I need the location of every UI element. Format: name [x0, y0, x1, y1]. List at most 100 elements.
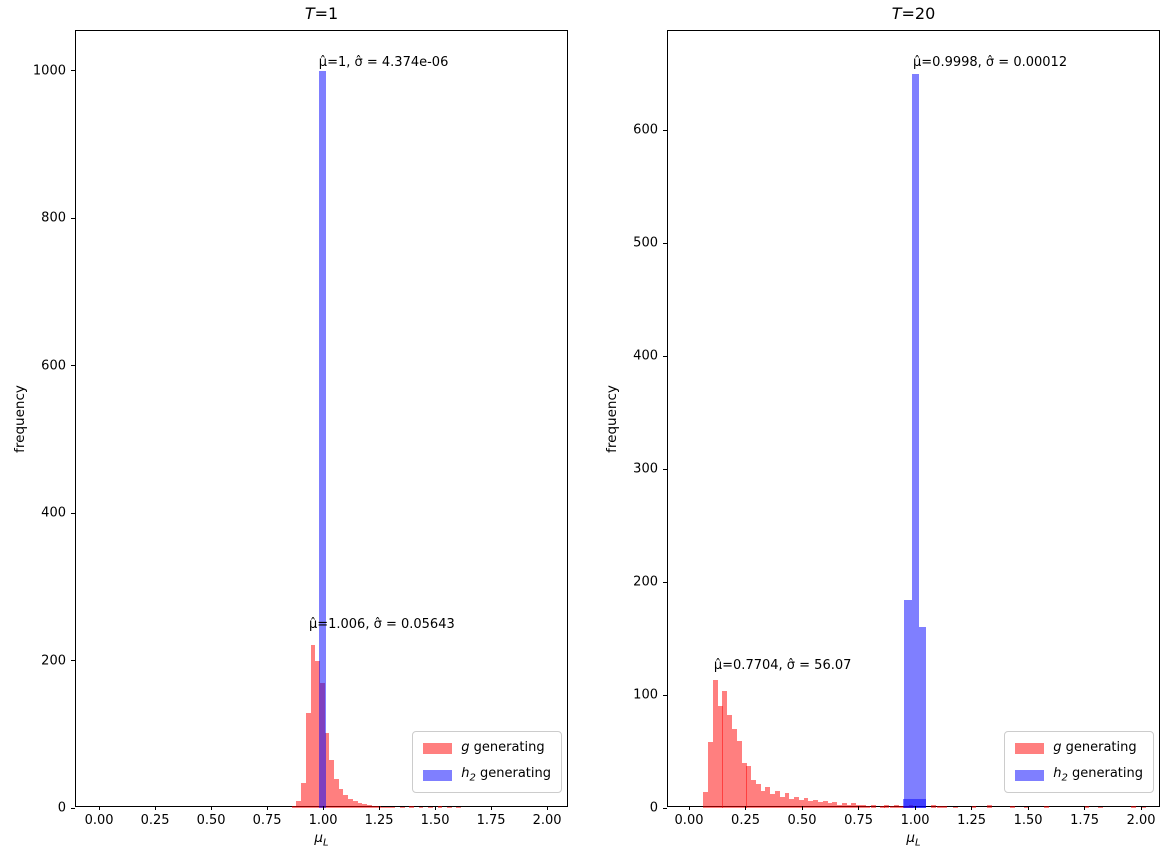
- hist-bar-g-generating: [399, 806, 405, 808]
- hist-bar-g-generating: [860, 804, 866, 808]
- x-tick-mark: [1084, 806, 1086, 810]
- x-tick-mark: [914, 806, 916, 810]
- ticks-layer: 0.00 0.25 0.50 0.75 1.00 1.25 1.50 1.75 2.00 0 200…: [33, 31, 567, 828]
- hist-bar-g-generating: [817, 802, 823, 808]
- hist-bar-h2-generating: [912, 73, 920, 808]
- hist-bar-g-generating: [765, 786, 771, 808]
- hist-bar-g-generating: [381, 806, 386, 808]
- hist-bar-g-generating: [894, 804, 900, 808]
- hist-bar-g-generating: [301, 782, 306, 808]
- x-axis-label: μL: [906, 830, 921, 849]
- y-tick-mark: [71, 660, 75, 662]
- ticks-layer: 0.00 0.25 0.50 0.75 1.00 1.25 1.50 1.75 2.00 0 100…: [633, 31, 1159, 828]
- legend-entry-h2: h2 generating: [423, 766, 551, 784]
- x-tick-label: 1.25: [364, 813, 394, 828]
- x-tick-mark: [154, 806, 156, 810]
- hist-bar-g-generating: [366, 805, 372, 808]
- hist-bar-g-generating: [846, 804, 852, 808]
- hist-bar-g-generating: [712, 680, 718, 808]
- y-axis-label: frequency: [604, 384, 620, 453]
- y-tick-mark: [663, 807, 667, 809]
- hist-bar-g-generating: [784, 793, 790, 808]
- hist-bar-g-generating: [971, 805, 977, 808]
- y-axis-label: frequency: [12, 384, 28, 453]
- hist-bar-g-generating: [1043, 805, 1049, 808]
- hist-bar-g-generating: [717, 706, 723, 808]
- legend: g generating h2 generating: [412, 730, 562, 793]
- hist-bar-g-generating: [803, 797, 809, 808]
- x-tick-label: 2.00: [532, 813, 562, 828]
- hist-bar-g-generating: [385, 806, 391, 808]
- y-tick-label: 200: [633, 574, 658, 590]
- y-tick-mark: [71, 70, 75, 72]
- hist-bar-g-generating: [296, 801, 302, 808]
- y-tick-mark: [71, 217, 75, 219]
- hist-bar-g-generating: [751, 779, 756, 808]
- annotation-h2-stats: μ̂=0.9998, σ̂ = 0.00012: [913, 54, 1068, 70]
- hist-bar-g-generating: [305, 712, 311, 808]
- legend-label-g: g generating: [1053, 739, 1137, 755]
- y-tick-label: 300: [633, 461, 658, 477]
- x-tick-label: 1.25: [957, 813, 987, 828]
- hist-bar-g-generating: [1023, 806, 1029, 808]
- hist-bar-g-generating: [338, 788, 344, 808]
- annotation-h2-stats: μ̂=1, σ̂ = 4.374e-06: [318, 55, 449, 71]
- x-tick-mark: [322, 806, 324, 810]
- y-tick-mark: [663, 694, 667, 696]
- hist-bar-g-generating: [324, 732, 330, 808]
- legend-swatch-red: [1015, 743, 1045, 755]
- x-tick-label: 1.50: [420, 813, 450, 828]
- hist-bar-g-generating: [822, 801, 828, 808]
- x-tick-label: 1.75: [1070, 813, 1100, 828]
- hist-bar-g-generating: [889, 805, 895, 808]
- hist-bar-g-generating: [899, 805, 905, 808]
- y-tick-mark: [71, 365, 75, 367]
- hist-bar-g-generating: [953, 806, 959, 808]
- hist-bar-g-generating: [841, 803, 847, 808]
- hist-bar-g-generating: [755, 784, 761, 808]
- annotation-g-stats: μ̂=0.7704, σ̂ = 56.07: [713, 657, 852, 673]
- y-tick-label: 500: [633, 235, 658, 251]
- x-tick-label: 0.50: [196, 813, 226, 828]
- hist-bar-g-generating: [789, 798, 795, 808]
- y-tick-label: 600: [633, 122, 658, 138]
- hist-bar-g-generating: [770, 794, 775, 808]
- hist-bar-g-generating: [798, 800, 804, 808]
- x-tick-mark: [210, 806, 212, 810]
- hist-bar-g-generating: [837, 804, 842, 808]
- hist-bar-g-generating: [352, 801, 358, 808]
- y-tick-label: 200: [41, 653, 66, 669]
- hist-bar-g-generating: [708, 742, 714, 808]
- hist-bar-h2-generating: [903, 600, 913, 808]
- x-tick-mark: [266, 806, 268, 810]
- hist-bar-g-generating: [310, 645, 316, 808]
- hist-bar-g-generating: [987, 804, 993, 808]
- hist-bar-g-generating: [736, 741, 742, 808]
- hist-bar-g-generating: [315, 660, 320, 808]
- legend-swatch-blue: [1015, 769, 1045, 781]
- plot-title: T=1: [304, 4, 339, 23]
- hist-bar-g-generating: [870, 804, 876, 808]
- y-tick-label: 1000: [32, 63, 66, 79]
- hist-bar-g-generating: [880, 805, 885, 808]
- hist-bar-g-generating: [760, 791, 766, 808]
- hist-bar-g-generating: [1010, 805, 1015, 808]
- y-tick-label: 400: [633, 348, 658, 364]
- bars-layer: [668, 31, 1159, 808]
- hist-bar-g-generating: [746, 766, 752, 808]
- y-tick-label: 600: [41, 358, 66, 374]
- y-tick-mark: [663, 129, 667, 131]
- hist-bar-g-generating: [775, 791, 780, 808]
- plot-title: T=20: [891, 4, 936, 23]
- x-tick-mark: [434, 806, 436, 810]
- x-tick-label: 1.00: [900, 813, 930, 828]
- legend-entry-h2: h2 generating: [1015, 766, 1143, 784]
- y-tick-label: 0: [649, 800, 658, 816]
- hist-bar-g-generating: [291, 805, 297, 808]
- y-tick-label: 800: [41, 210, 66, 226]
- y-tick-mark: [71, 512, 75, 514]
- legend-swatch-red: [423, 743, 453, 755]
- x-axis-label: μL: [314, 830, 329, 849]
- hist-bar-g-generating: [727, 715, 733, 808]
